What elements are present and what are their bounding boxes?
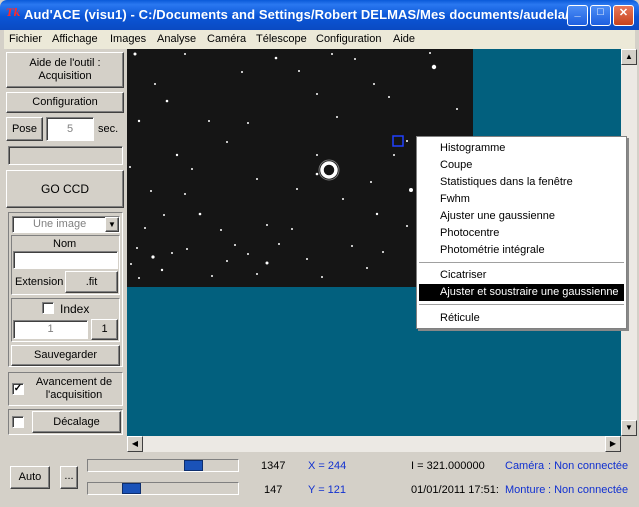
monture-status: : Non connectée <box>548 484 629 496</box>
menu-item-cicatriser[interactable]: Cicatriser <box>440 269 487 281</box>
menu-item-fwhm[interactable]: Fwhm <box>440 193 470 205</box>
title-bar[interactable]: Tk Aud'ACE (visu1) - C:/Documents and Se… <box>0 0 639 30</box>
menu-camera[interactable]: Caméra <box>207 33 247 45</box>
context-menu: Histogramme Coupe Statistiques dans la f… <box>416 136 627 329</box>
menu-bar: Fichier Affichage Images Analyse Caméra … <box>4 30 635 49</box>
y-coordinate: Y = 121 <box>308 484 347 496</box>
auto-button[interactable]: Auto <box>10 466 50 489</box>
slider-thumb[interactable] <box>184 460 203 471</box>
high-threshold-value: 1347 <box>261 460 286 472</box>
status-bar: Auto ... 1347 147 X = 244 Y = 121 I = 32… <box>0 452 639 507</box>
progress-bar <box>8 146 123 165</box>
menu-telescope[interactable]: Télescope <box>256 33 307 45</box>
minimize-button[interactable]: _ <box>567 5 588 26</box>
camera-status: : Non connectée <box>548 460 629 472</box>
decalage-group <box>8 409 123 435</box>
avancement-group <box>8 372 123 406</box>
pose-unit: sec. <box>98 123 119 135</box>
mode-select[interactable]: Une image ▼ <box>12 216 120 233</box>
pose-button[interactable]: Pose <box>6 117 43 141</box>
configuration-button[interactable]: Configuration <box>6 92 124 113</box>
scroll-right-icon[interactable]: ▶ <box>605 436 621 452</box>
slider-thumb[interactable] <box>122 483 141 494</box>
nom-group <box>11 235 120 295</box>
nom-label: Nom <box>53 238 77 250</box>
scroll-left-icon[interactable]: ◀ <box>127 436 143 452</box>
camera-label: Caméra <box>505 460 545 472</box>
menu-item-ajuster-gaussienne[interactable]: Ajuster une gaussienne <box>440 210 555 222</box>
pose-input[interactable]: 5 <box>46 117 94 141</box>
datetime-readout: 01/01/2011 17:51: <box>411 484 499 496</box>
maximize-icon: □ <box>597 6 604 18</box>
acquisition-panel: Aide de l'outil : Acquisition Configurat… <box>3 49 126 452</box>
index-checkbox[interactable] <box>42 302 54 314</box>
index-group <box>11 298 120 342</box>
aide-outil-button[interactable]: Aide de l'outil : Acquisition <box>6 52 124 88</box>
menu-item-histogramme[interactable]: Histogramme <box>440 142 506 154</box>
intensity-readout: I = 321.000000 <box>411 460 485 472</box>
monture-label: Monture <box>505 484 546 496</box>
menu-configuration[interactable]: Configuration <box>316 33 382 45</box>
index-label: Index <box>60 302 90 316</box>
app-icon: Tk <box>6 8 21 19</box>
menu-analyse[interactable]: Analyse <box>157 33 197 45</box>
x-coordinate: X = 244 <box>308 460 347 472</box>
window-title: Aud'ACE (visu1) - C:/Documents and Setti… <box>24 7 580 22</box>
menu-affichage[interactable]: Affichage <box>52 33 98 45</box>
menu-fichier[interactable]: Fichier <box>9 33 43 45</box>
menu-item-photocentre[interactable]: Photocentre <box>440 227 500 239</box>
sauvegarder-button[interactable]: Sauvegarder <box>11 345 120 366</box>
index-reset-button[interactable]: 1 <box>91 319 118 340</box>
index-input[interactable]: 1 <box>13 320 88 339</box>
close-button[interactable]: ✕ <box>613 5 634 26</box>
chevron-down-icon[interactable]: ▼ <box>105 217 119 232</box>
minimize-icon: _ <box>574 6 581 18</box>
avancement-checkbox[interactable]: ✓ <box>12 383 24 395</box>
image-mode-group <box>8 212 123 367</box>
star-field-image[interactable] <box>127 49 473 287</box>
nom-input[interactable] <box>13 251 118 269</box>
scroll-up-icon[interactable]: ▲ <box>621 49 637 65</box>
extension-button[interactable]: .fit <box>65 271 118 293</box>
mode-select-value: Une image <box>33 218 87 230</box>
low-threshold-slider[interactable] <box>87 482 239 495</box>
avancement-label: Avancement de l'acquisition <box>35 376 113 401</box>
go-ccd-button[interactable]: GO CCD <box>6 170 124 208</box>
menu-item-photometrie[interactable]: Photométrie intégrale <box>440 244 545 256</box>
menu-separator <box>419 304 624 305</box>
high-threshold-slider[interactable] <box>87 459 239 472</box>
maximize-button[interactable]: □ <box>590 5 611 26</box>
menu-item-coupe[interactable]: Coupe <box>440 159 473 171</box>
more-options-button[interactable]: ... <box>60 466 78 489</box>
menu-aide[interactable]: Aide <box>393 33 416 45</box>
menu-images[interactable]: Images <box>110 33 147 45</box>
decalage-button[interactable]: Décalage <box>32 411 121 433</box>
menu-separator <box>419 262 624 263</box>
menu-item-statistiques[interactable]: Statistiques dans la fenêtre <box>440 176 573 188</box>
scroll-corner <box>621 436 637 452</box>
menu-item-reticule[interactable]: Réticule <box>440 312 480 324</box>
close-icon: ✕ <box>618 7 629 19</box>
decalage-checkbox[interactable] <box>12 416 24 428</box>
menu-item-ajuster-soustraire[interactable]: Ajuster et soustraire une gaussienne <box>419 284 624 301</box>
extension-label: Extension <box>15 276 64 288</box>
star-field-svg <box>129 52 458 279</box>
scroll-down-icon[interactable]: ▼ <box>621 420 637 436</box>
low-threshold-value: 147 <box>264 484 283 496</box>
horizontal-scrollbar[interactable]: ◀ ▶ <box>127 436 621 452</box>
